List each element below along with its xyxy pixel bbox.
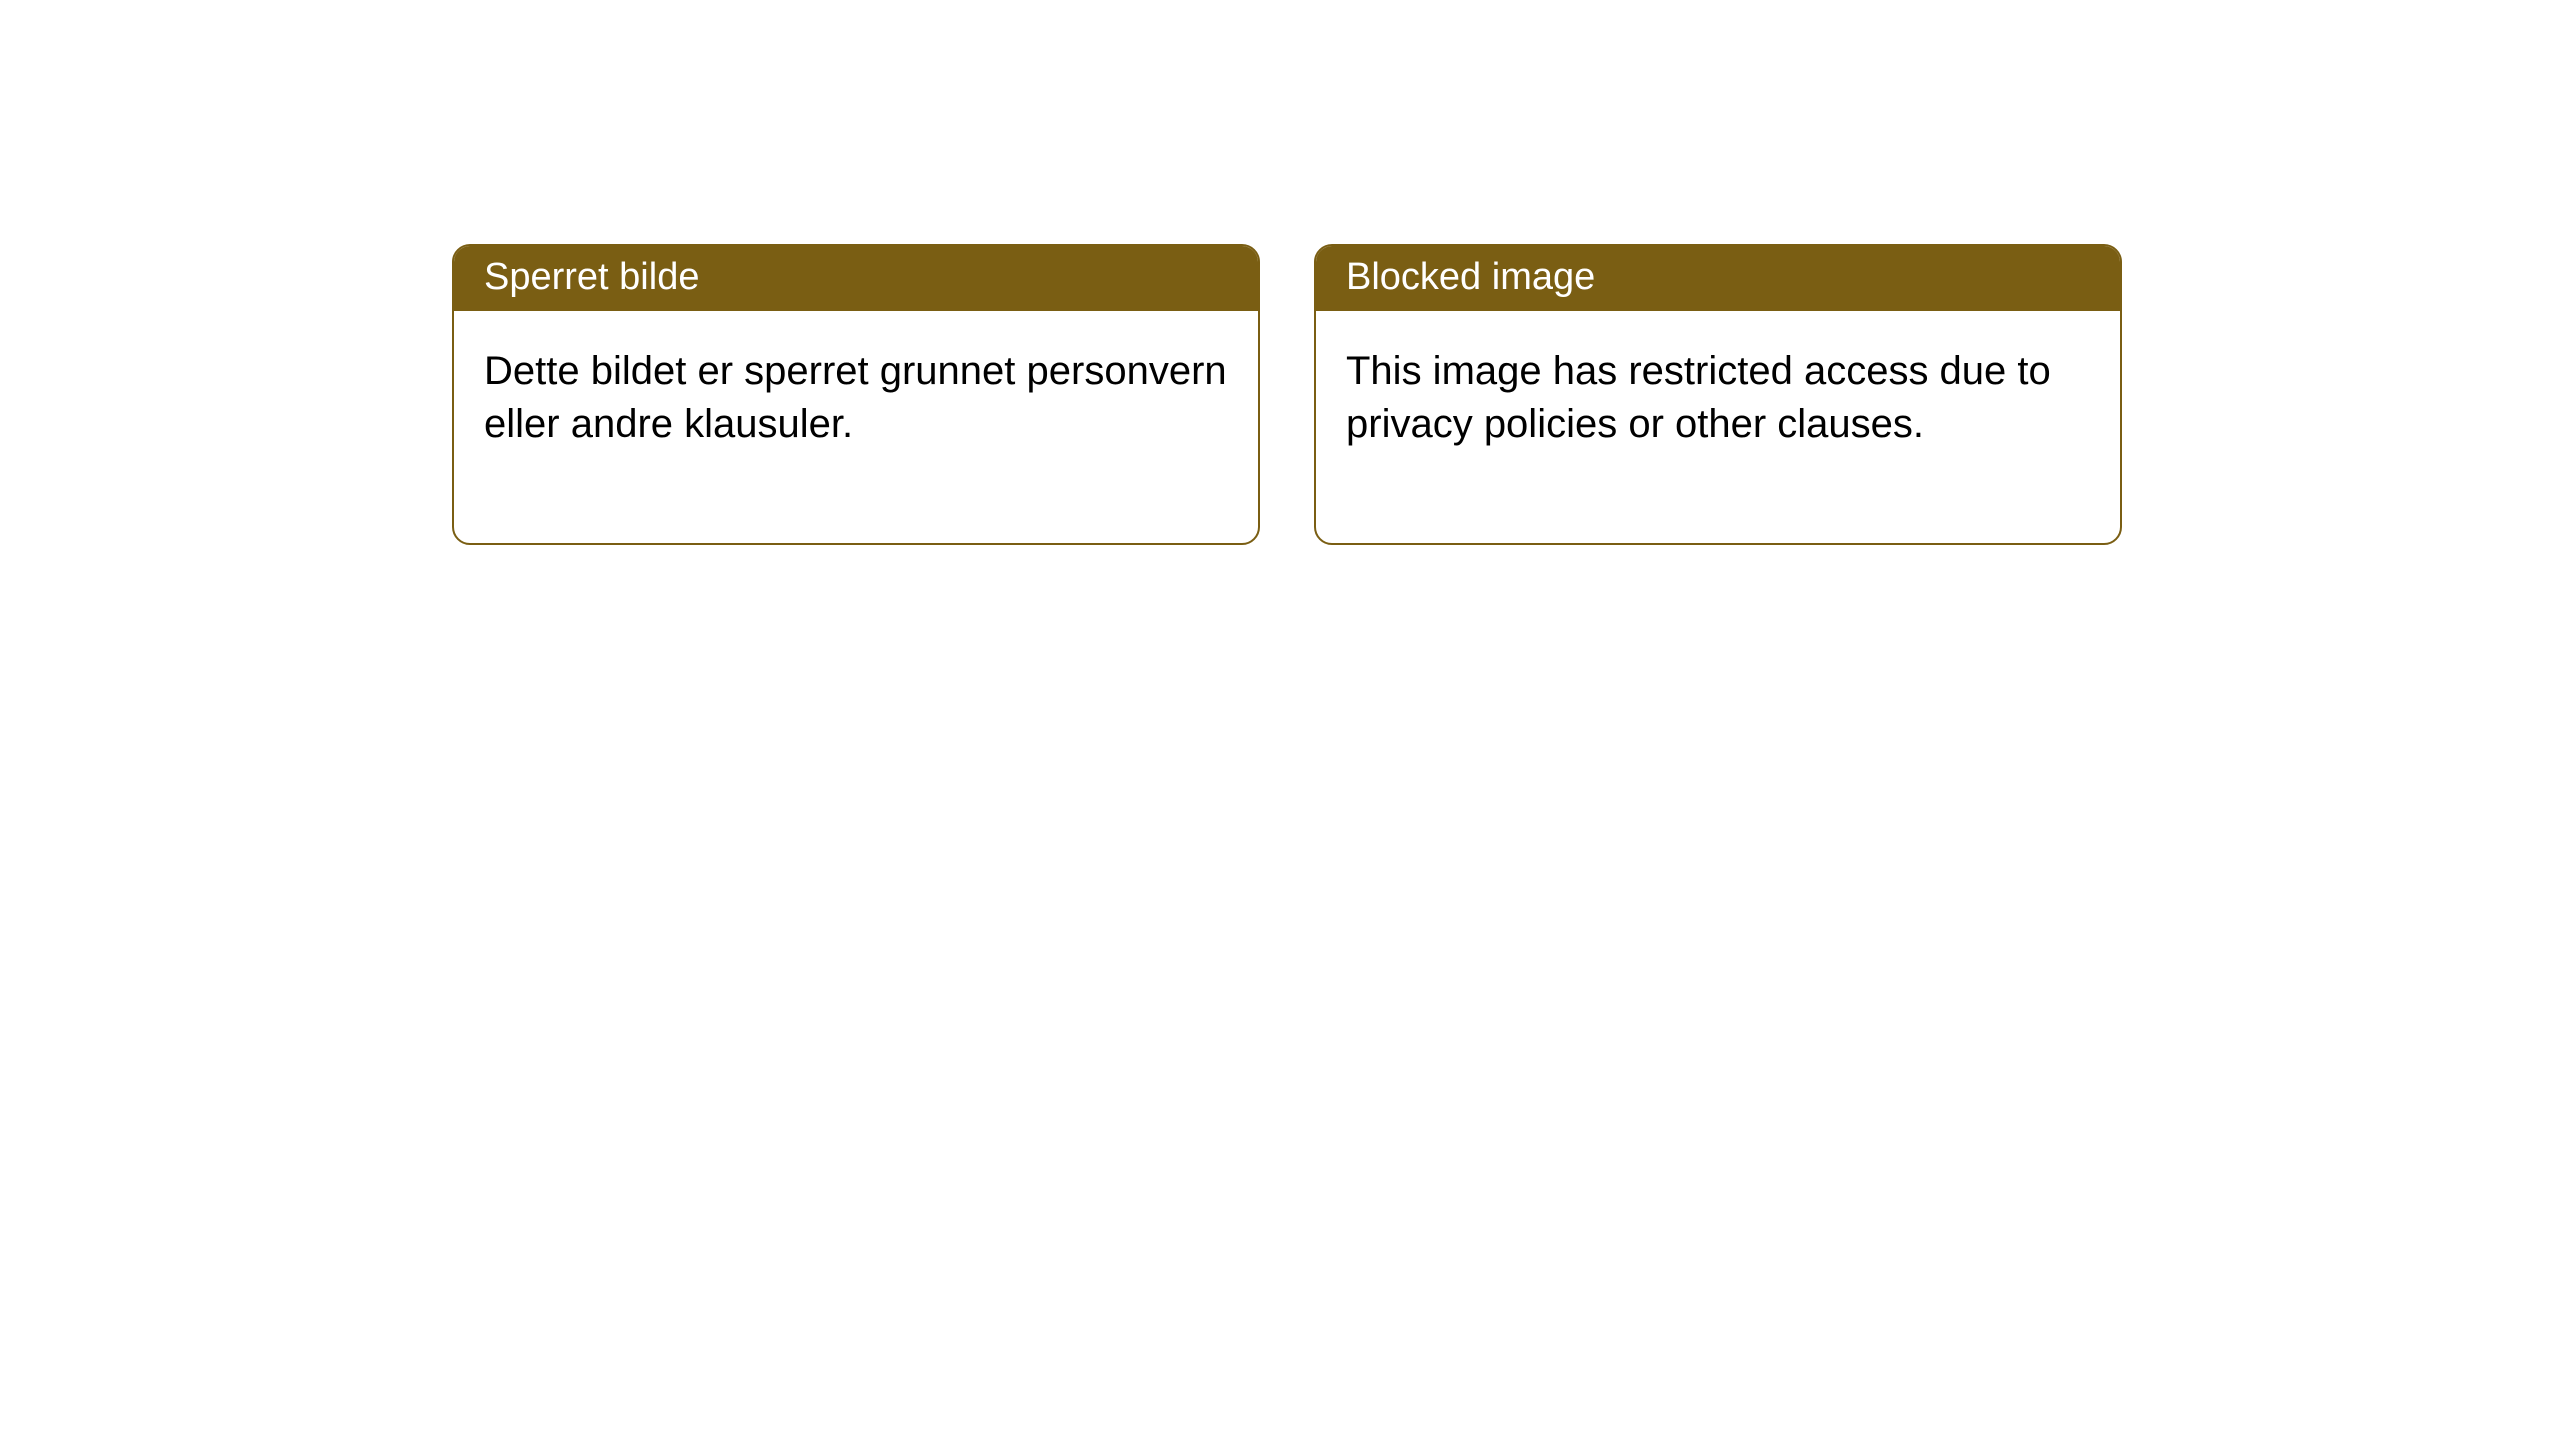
notice-body: Dette bildet er sperret grunnet personve… [454,311,1258,543]
notice-card-english: Blocked image This image has restricted … [1314,244,2122,545]
notice-title: Sperret bilde [454,246,1258,311]
notice-container: Sperret bilde Dette bildet er sperret gr… [452,244,2122,545]
notice-title: Blocked image [1316,246,2120,311]
notice-card-norwegian: Sperret bilde Dette bildet er sperret gr… [452,244,1260,545]
notice-body: This image has restricted access due to … [1316,311,2120,543]
